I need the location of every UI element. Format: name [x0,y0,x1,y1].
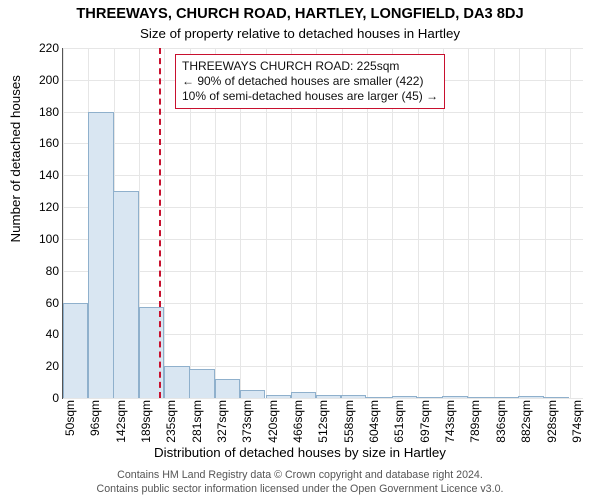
property-marker-line [159,48,161,398]
attribution: Contains HM Land Registry data © Crown c… [0,469,600,496]
x-tick: 928sqm [545,398,559,443]
y-tick: 160 [39,136,63,150]
y-tick: 40 [46,327,63,341]
x-tick: 882sqm [519,398,533,443]
y-tick: 60 [46,296,63,310]
y-tick: 120 [39,200,63,214]
annotation-box: THREEWAYS CHURCH ROAD: 225sqm ← 90% of d… [175,54,445,109]
gridline-h [63,303,583,304]
x-tick: 512sqm [316,398,330,443]
y-tick: 100 [39,232,63,246]
x-tick: 373sqm [240,398,254,443]
y-tick: 140 [39,168,63,182]
histogram-bar [366,397,391,398]
gridline-h [63,48,583,49]
histogram-bar [518,396,543,398]
x-tick: 142sqm [114,398,128,443]
annotation-line-3: 10% of semi-detached houses are larger (… [182,89,438,104]
histogram-bar [291,392,316,398]
y-tick: 220 [39,41,63,55]
histogram-bar [240,390,265,398]
x-tick: 558sqm [342,398,356,443]
x-tick: 327sqm [215,398,229,443]
y-tick: 20 [46,359,63,373]
histogram-bar [493,397,518,398]
annotation-line-1: THREEWAYS CHURCH ROAD: 225sqm [182,59,438,74]
histogram-bar [189,369,214,398]
page-title: THREEWAYS, CHURCH ROAD, HARTLEY, LONGFIE… [0,6,600,22]
gridline-v [570,48,571,398]
x-tick: 96sqm [88,398,102,436]
histogram-bar [392,396,417,398]
histogram-bar [417,397,442,398]
gridline-v [519,48,520,398]
histogram-bar [468,397,493,398]
histogram-bar [88,112,113,398]
annotation-line-2: ← 90% of detached houses are smaller (42… [182,74,438,89]
x-tick: 604sqm [367,398,381,443]
x-tick: 281sqm [190,398,204,443]
histogram-bar [341,395,366,398]
attribution-line-2: Contains public sector information licen… [0,483,600,496]
y-tick: 80 [46,264,63,278]
y-tick: 200 [39,73,63,87]
gridline-h [63,143,583,144]
x-tick: 836sqm [494,398,508,443]
histogram-bar [164,366,189,398]
histogram-bar [215,379,240,398]
histogram-bar [544,397,569,398]
histogram-bar [266,395,291,398]
x-tick: 420sqm [266,398,280,443]
x-tick: 189sqm [139,398,153,443]
gridline-h [63,112,583,113]
page-subtitle: Size of property relative to detached ho… [0,26,600,41]
y-tick: 180 [39,105,63,119]
gridline-v [545,48,546,398]
histogram-bar [442,396,467,398]
gridline-h [63,239,583,240]
plot-area: 02040608010012014016018020022050sqm96sqm… [62,48,583,399]
x-tick: 651sqm [392,398,406,443]
gridline-h [63,175,583,176]
x-tick: 789sqm [468,398,482,443]
y-axis-label: Number of detached houses [8,75,23,242]
x-axis-label: Distribution of detached houses by size … [0,445,600,460]
histogram-bar [113,191,138,398]
x-tick: 50sqm [63,398,77,436]
gridline-v [164,48,165,398]
x-tick: 235sqm [164,398,178,443]
gridline-v [494,48,495,398]
gridline-h [63,271,583,272]
attribution-line-1: Contains HM Land Registry data © Crown c… [0,469,600,482]
chart-root: THREEWAYS, CHURCH ROAD, HARTLEY, LONGFIE… [0,0,600,500]
x-tick: 697sqm [418,398,432,443]
histogram-bar [316,395,341,398]
y-tick: 0 [52,391,63,405]
x-tick: 974sqm [570,398,584,443]
x-tick: 466sqm [291,398,305,443]
gridline-v [468,48,469,398]
x-tick: 743sqm [443,398,457,443]
gridline-h [63,207,583,208]
histogram-bar [63,303,88,398]
